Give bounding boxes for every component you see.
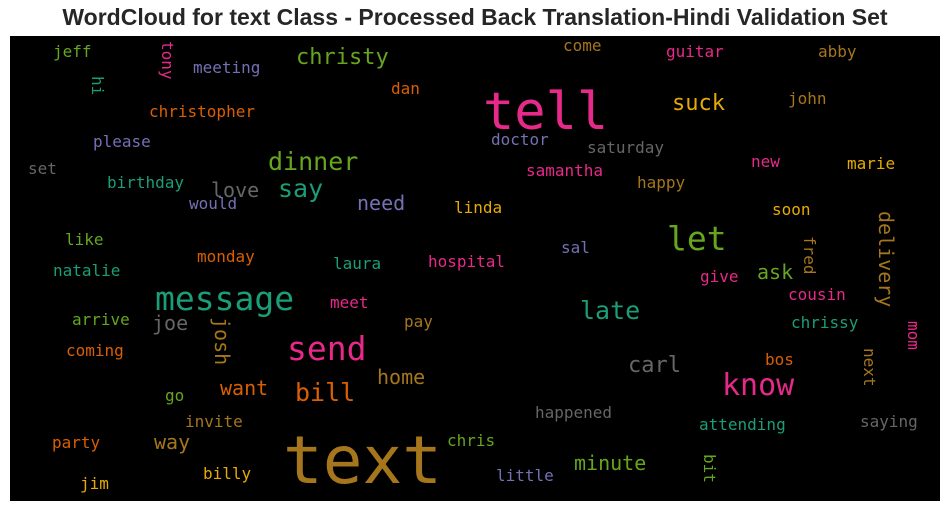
cloud-word-doctor: doctor: [491, 130, 549, 149]
cloud-word-suck: suck: [672, 91, 725, 116]
cloud-word-need: need: [357, 191, 406, 215]
cloud-word-tell: tell: [483, 82, 609, 142]
cloud-word-happy: happy: [637, 173, 686, 192]
cloud-word-dan: dan: [391, 79, 420, 98]
cloud-word-mom: mom: [903, 321, 923, 350]
cloud-word-christy: christy: [296, 45, 389, 70]
cloud-word-guitar: guitar: [666, 42, 724, 61]
cloud-word-little: little: [496, 466, 554, 485]
cloud-word-jim: jim: [80, 474, 109, 493]
cloud-word-go: go: [165, 386, 185, 405]
cloud-word-set: set: [28, 159, 57, 178]
cloud-word-give: give: [700, 267, 739, 286]
cloud-word-laura: laura: [333, 254, 382, 273]
cloud-word-monday: monday: [197, 247, 255, 266]
cloud-word-billy: billy: [203, 464, 252, 483]
cloud-word-carl: carl: [628, 353, 681, 378]
cloud-word-john: john: [788, 89, 827, 108]
cloud-word-coming: coming: [66, 341, 124, 360]
cloud-word-hi: hi: [87, 76, 107, 96]
cloud-word-arrive: arrive: [72, 310, 130, 329]
cloud-word-would: would: [189, 194, 238, 213]
cloud-word-soon: soon: [772, 200, 811, 219]
cloud-word-tony: tony: [157, 41, 177, 80]
cloud-word-joe: joe: [152, 311, 189, 335]
cloud-word-marie: marie: [847, 154, 896, 173]
cloud-word-delivery: delivery: [874, 211, 898, 308]
cloud-word-jeff: jeff: [53, 42, 92, 61]
cloud-word-home: home: [377, 365, 426, 389]
cloud-word-love: love: [211, 178, 260, 202]
cloud-word-like: like: [65, 230, 104, 249]
cloud-word-know: know: [722, 368, 795, 403]
cloud-word-message: message: [155, 279, 295, 318]
cloud-word-bill: bill: [295, 378, 356, 407]
cloud-word-sal: sal: [561, 238, 590, 257]
cloud-word-new: new: [751, 152, 780, 171]
cloud-word-christopher: christopher: [149, 102, 255, 121]
cloud-word-attending: attending: [699, 415, 786, 434]
cloud-word-saturday: saturday: [587, 138, 665, 157]
cloud-word-happened: happened: [535, 403, 613, 422]
cloud-word-chrissy: chrissy: [791, 313, 859, 332]
cloud-word-abby: abby: [818, 42, 857, 61]
cloud-word-cousin: cousin: [788, 285, 846, 304]
cloud-word-come: come: [563, 36, 602, 55]
cloud-word-party: party: [52, 433, 101, 452]
cloud-word-let: let: [667, 219, 727, 258]
cloud-word-chris: chris: [447, 431, 496, 450]
cloud-word-hospital: hospital: [428, 252, 506, 271]
cloud-word-meeting: meeting: [193, 58, 261, 77]
cloud-word-linda: linda: [454, 198, 503, 217]
cloud-word-pay: pay: [404, 312, 433, 331]
cloud-word-bos: bos: [765, 350, 794, 369]
cloud-word-say: say: [278, 174, 324, 203]
cloud-word-please: please: [93, 132, 151, 151]
cloud-word-meet: meet: [330, 293, 369, 312]
cloud-word-want: want: [220, 376, 269, 400]
cloud-word-birthday: birthday: [107, 173, 185, 192]
cloud-word-invite: invite: [185, 412, 243, 431]
cloud-word-minute: minute: [574, 451, 647, 475]
cloud-word-late: late: [580, 296, 641, 325]
cloud-word-text: text: [283, 422, 442, 499]
cloud-word-way: way: [154, 430, 191, 454]
cloud-word-ask: ask: [757, 260, 794, 284]
chart-title: WordCloud for text Class - Processed Bac…: [62, 4, 888, 30]
cloud-word-bit: bit: [699, 454, 719, 483]
cloud-word-saying: saying: [860, 412, 918, 431]
cloud-word-natalie: natalie: [53, 261, 121, 280]
cloud-word-samantha: samantha: [526, 161, 604, 180]
cloud-word-dinner: dinner: [268, 147, 359, 176]
cloud-word-send: send: [287, 329, 367, 368]
cloud-word-josh: josh: [210, 317, 234, 366]
cloud-word-fred: fred: [799, 236, 819, 275]
word-cloud-canvas: text tell message send know let dinner bill say l…: [10, 36, 940, 501]
cloud-word-next: next: [859, 348, 879, 387]
